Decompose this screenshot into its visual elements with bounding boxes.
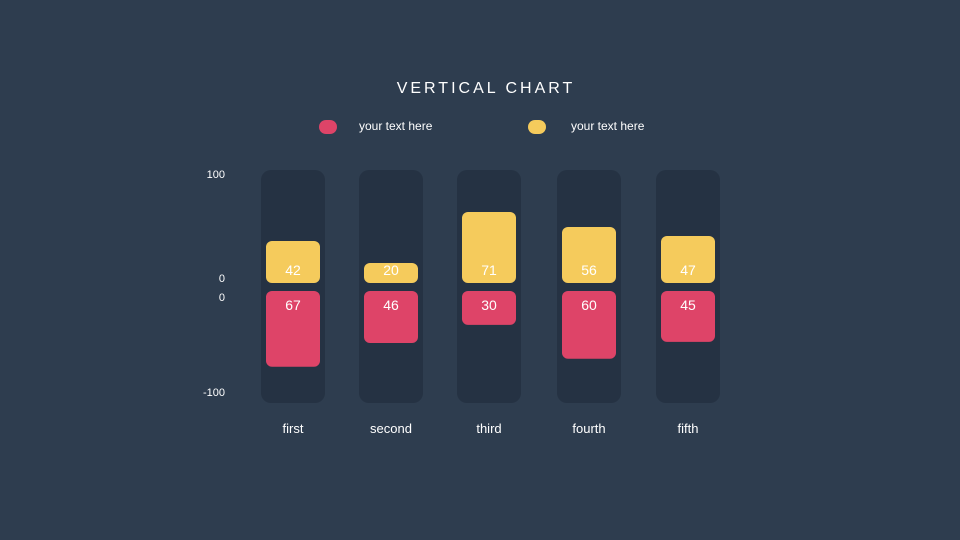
- y-tick-upper-zero: 0: [219, 273, 225, 285]
- bar-up: [266, 241, 320, 283]
- category-label: fifth: [678, 421, 699, 436]
- bar-down-value-label: 45: [680, 297, 696, 313]
- bar-up: [462, 212, 516, 283]
- bar-down-value-label: 46: [383, 297, 399, 313]
- y-tick-upper-max: 100: [207, 169, 225, 181]
- bar-up-value-label: 20: [383, 262, 399, 278]
- legend-label-yellow: your text here: [571, 119, 645, 133]
- bar-down: [364, 291, 418, 343]
- chart-title: VERTICAL CHART: [396, 80, 576, 97]
- bar-track: [656, 170, 720, 403]
- bar-down-value-label: 30: [481, 297, 497, 313]
- bar-down: [462, 291, 516, 325]
- bar-track: [457, 170, 521, 403]
- legend-swatch-yellow: [528, 120, 546, 134]
- bar-track: [557, 170, 621, 403]
- legend-swatch-red: [319, 120, 337, 134]
- legend-label-red: your text here: [359, 119, 433, 133]
- bar-up-value-label: 56: [581, 262, 597, 278]
- bar-track: [261, 170, 325, 403]
- bar-down: [661, 291, 715, 342]
- bar-up: [661, 236, 715, 283]
- y-tick-lower-zero: 0: [219, 292, 225, 304]
- bar-down: [266, 291, 320, 367]
- bar-up-value-label: 42: [285, 262, 301, 278]
- bar-track: [359, 170, 423, 403]
- bar-down: [562, 291, 616, 359]
- bar-down-value-label: 67: [285, 297, 301, 313]
- y-tick-lower-min: -100: [203, 387, 225, 399]
- category-label: first: [283, 421, 304, 436]
- category-label: second: [370, 421, 412, 436]
- bar-up-value-label: 47: [680, 262, 696, 278]
- bar-down-value-label: 60: [581, 297, 597, 313]
- bar-up-value-label: 71: [481, 262, 497, 278]
- category-label: fourth: [572, 421, 605, 436]
- category-label: third: [476, 421, 501, 436]
- bar-up: [364, 263, 418, 283]
- bar-up: [562, 227, 616, 283]
